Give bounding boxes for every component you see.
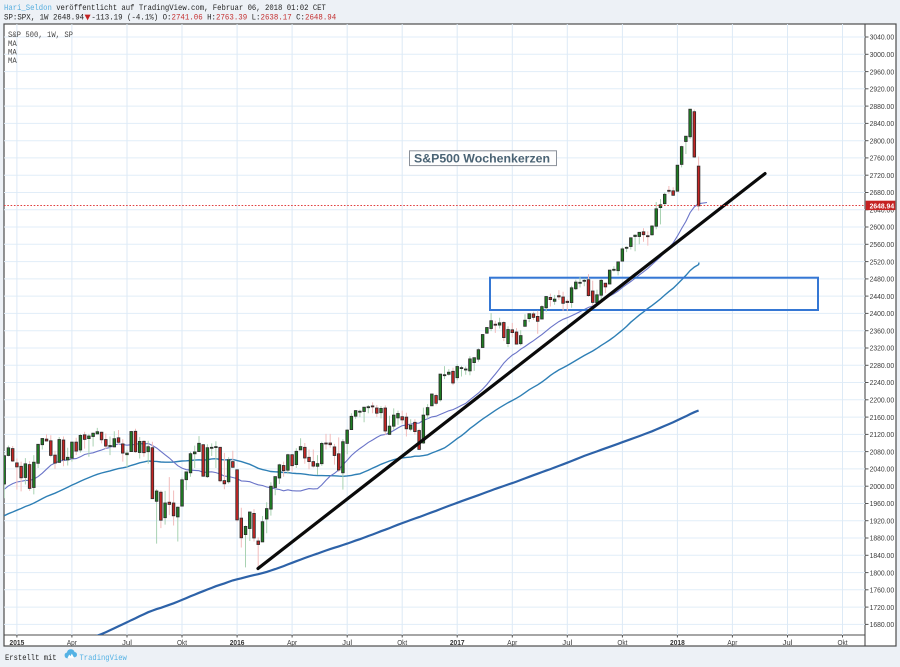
svg-text:2016: 2016 — [230, 638, 245, 647]
svg-text:2741.06: 2741.06 — [172, 14, 203, 23]
svg-text:Okt: Okt — [838, 638, 848, 647]
svg-text:MA: MA — [8, 40, 17, 49]
svg-text:MA: MA — [8, 57, 17, 66]
svg-text:2017: 2017 — [450, 638, 465, 647]
svg-text:2440.00: 2440.00 — [870, 292, 895, 301]
svg-text:TradingView: TradingView — [80, 654, 127, 663]
svg-text:veröffentlicht auf TradingView: veröffentlicht auf TradingView.com, Febr… — [56, 4, 326, 13]
svg-text:2960.00: 2960.00 — [870, 67, 895, 76]
svg-text:Jul: Jul — [122, 638, 132, 647]
svg-text:L:: L: — [252, 14, 261, 23]
svg-text:2240.00: 2240.00 — [870, 378, 895, 387]
svg-text:2200.00: 2200.00 — [870, 396, 895, 405]
svg-text:Okt: Okt — [177, 638, 187, 647]
svg-text:1840.00: 1840.00 — [870, 551, 895, 560]
svg-text:Jul: Jul — [342, 638, 352, 647]
svg-text:1800.00: 1800.00 — [870, 568, 895, 577]
svg-text:2480.00: 2480.00 — [870, 275, 895, 284]
svg-text:3000.00: 3000.00 — [870, 50, 895, 59]
svg-text:S&P500 Wochenkerzen: S&P500 Wochenkerzen — [414, 153, 550, 165]
svg-text:2280.00: 2280.00 — [870, 361, 895, 370]
svg-text:2763.39: 2763.39 — [216, 14, 247, 23]
svg-text:2360.00: 2360.00 — [870, 326, 895, 335]
svg-text:1880.00: 1880.00 — [870, 534, 895, 543]
svg-text:Apr: Apr — [507, 638, 518, 647]
svg-text:O:: O: — [163, 14, 172, 23]
svg-text:Jul: Jul — [562, 638, 572, 647]
svg-text:2760.00: 2760.00 — [870, 154, 895, 163]
svg-text:Apr: Apr — [727, 638, 738, 647]
svg-text:S&P 500, 1W, SP: S&P 500, 1W, SP — [8, 31, 73, 40]
svg-text:2880.00: 2880.00 — [870, 102, 895, 111]
svg-text:1680.00: 1680.00 — [870, 620, 895, 629]
svg-text:2800.00: 2800.00 — [870, 136, 895, 145]
svg-text:Erstellt mit: Erstellt mit — [5, 654, 57, 663]
svg-text:Okt: Okt — [397, 638, 407, 647]
svg-text:MA: MA — [8, 49, 17, 58]
svg-text:H:: H: — [207, 14, 216, 23]
svg-text:2120.00: 2120.00 — [870, 430, 895, 439]
svg-text:2320.00: 2320.00 — [870, 344, 895, 353]
svg-text:2720.00: 2720.00 — [870, 171, 895, 180]
svg-text:3040.00: 3040.00 — [870, 33, 895, 42]
svg-text:2680.00: 2680.00 — [870, 188, 895, 197]
svg-text:2560.00: 2560.00 — [870, 240, 895, 249]
svg-text:-113.19 (-4.1%): -113.19 (-4.1%) — [91, 14, 158, 23]
svg-text:1720.00: 1720.00 — [870, 603, 895, 612]
svg-text:2520.00: 2520.00 — [870, 257, 895, 266]
svg-text:1960.00: 1960.00 — [870, 499, 895, 508]
svg-text:2638.17: 2638.17 — [261, 14, 292, 23]
svg-text:2015: 2015 — [10, 638, 25, 647]
svg-text:2920.00: 2920.00 — [870, 85, 895, 94]
svg-text:2840.00: 2840.00 — [870, 119, 895, 128]
svg-text:2018: 2018 — [670, 638, 685, 647]
svg-text:2648.94: 2648.94 — [870, 201, 895, 210]
svg-text:2648.94: 2648.94 — [305, 14, 336, 23]
svg-text:1760.00: 1760.00 — [870, 586, 895, 595]
svg-text:Apr: Apr — [287, 638, 298, 647]
svg-text:2160.00: 2160.00 — [870, 413, 895, 422]
svg-text:2600.00: 2600.00 — [870, 223, 895, 232]
svg-text:Apr: Apr — [67, 638, 78, 647]
svg-text:Jul: Jul — [783, 638, 793, 647]
svg-text:2400.00: 2400.00 — [870, 309, 895, 318]
svg-text:2080.00: 2080.00 — [870, 447, 895, 456]
svg-text:Hari_Seldon: Hari_Seldon — [4, 4, 52, 13]
svg-text:2040.00: 2040.00 — [870, 465, 895, 474]
svg-text:2000.00: 2000.00 — [870, 482, 895, 491]
svg-text:C:: C: — [296, 14, 305, 23]
svg-text:Okt: Okt — [617, 638, 627, 647]
svg-text:SP:SPX, 1W 2648.94: SP:SPX, 1W 2648.94 — [4, 14, 84, 23]
svg-text:1920.00: 1920.00 — [870, 516, 895, 525]
